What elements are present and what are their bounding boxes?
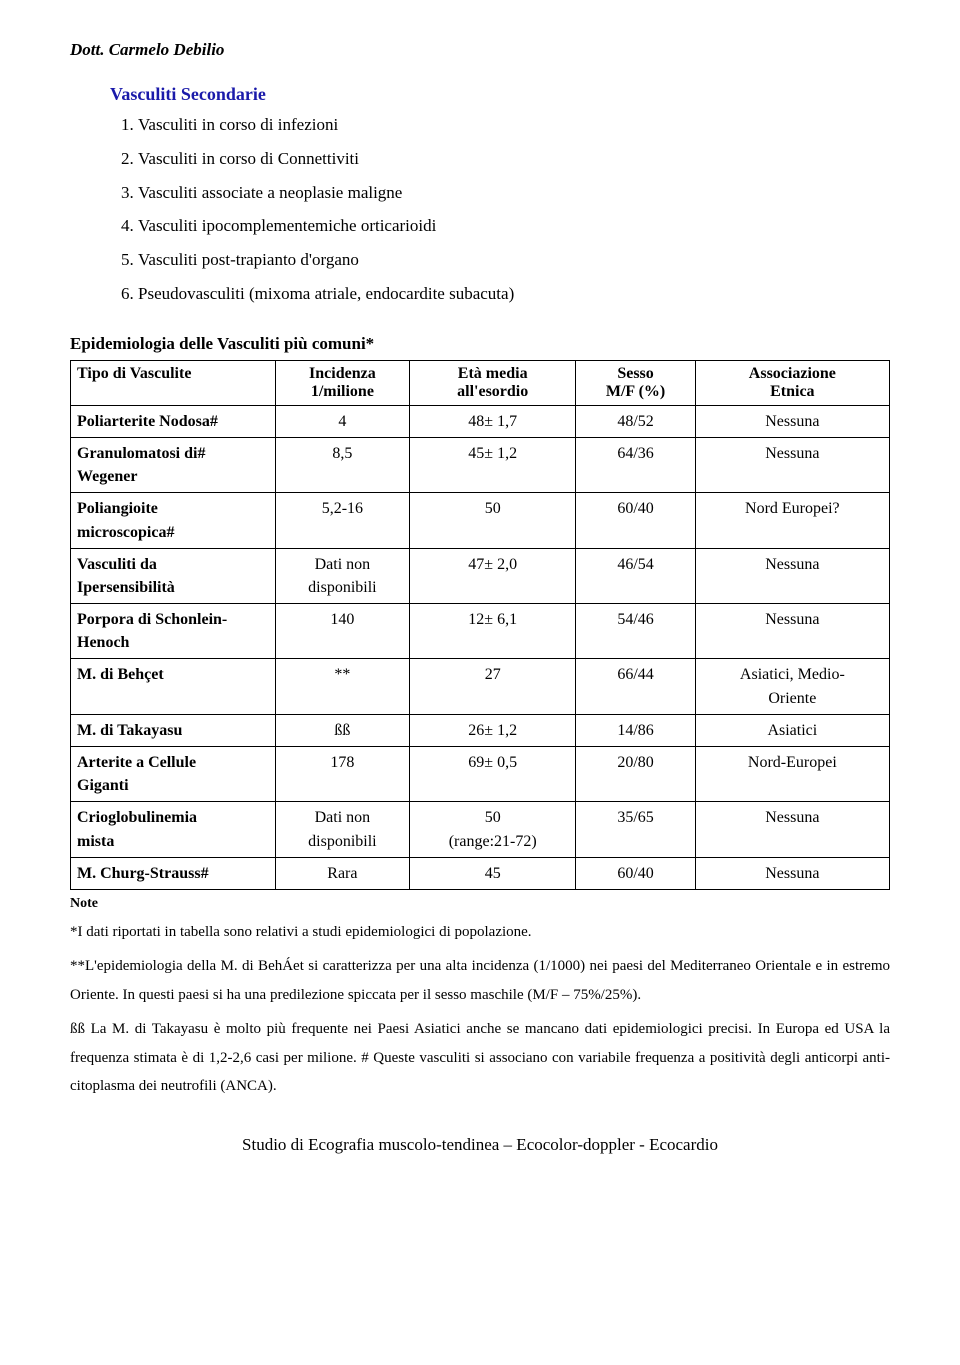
table-cell: Crioglobulinemiamista	[71, 802, 276, 857]
table-cell: 69± 0,5	[409, 747, 575, 802]
list-item: Vasculiti in corso di infezioni	[138, 113, 890, 137]
table-row: Poliangioitemicroscopica#5,2-165060/40No…	[71, 493, 890, 548]
table-cell: 47± 2,0	[409, 548, 575, 603]
table-cell: M. Churg-Strauss#	[71, 857, 276, 889]
epidemiology-table: Tipo di Vasculite Incidenza 1/milione Et…	[70, 360, 890, 890]
table-row: M. Churg-Strauss#Rara4560/40Nessuna	[71, 857, 890, 889]
table-cell: Nessuna	[695, 437, 889, 492]
table-cell: 48/52	[576, 405, 695, 437]
table-cell: 12± 6,1	[409, 604, 575, 659]
table-cell: Nord-Europei	[695, 747, 889, 802]
table-cell: 50	[409, 493, 575, 548]
table-cell: Nessuna	[695, 857, 889, 889]
table-cell: 50(range:21-72)	[409, 802, 575, 857]
header-age: Età media all'esordio	[409, 360, 575, 405]
table-cell: Nessuna	[695, 604, 889, 659]
table-cell: 140	[275, 604, 409, 659]
table-cell: 60/40	[576, 857, 695, 889]
footer-text: Studio di Ecografia muscolo-tendinea – E…	[70, 1135, 890, 1155]
table-cell: 48± 1,7	[409, 405, 575, 437]
table-cell: 8,5	[275, 437, 409, 492]
table-row: M. di Takayasußß26± 1,214/86Asiatici	[71, 714, 890, 746]
table-cell: Asiatici, Medio-Oriente	[695, 659, 889, 714]
table-cell: 35/65	[576, 802, 695, 857]
section-title: Vasculiti Secondarie	[110, 84, 890, 105]
table-cell: 45± 1,2	[409, 437, 575, 492]
header-sex: Sesso M/F (%)	[576, 360, 695, 405]
table-row: Arterite a CelluleGiganti17869± 0,520/80…	[71, 747, 890, 802]
table-cell: Asiatici	[695, 714, 889, 746]
vasculiti-list: Vasculiti in corso di infezioni Vasculiti…	[110, 113, 890, 306]
author-name: Dott. Carmelo Debilio	[70, 40, 890, 60]
table-cell: 60/40	[576, 493, 695, 548]
table-row: M. di Behçet**2766/44Asiatici, Medio-Ori…	[71, 659, 890, 714]
table-row: Porpora di Schonlein-Henoch14012± 6,154/…	[71, 604, 890, 659]
table-row: Granulomatosi di#Wegener8,545± 1,264/36N…	[71, 437, 890, 492]
table-cell: 178	[275, 747, 409, 802]
list-item: Vasculiti post-trapianto d'organo	[138, 248, 890, 272]
table-cell: M. di Takayasu	[71, 714, 276, 746]
table-cell: Nessuna	[695, 405, 889, 437]
table-cell: Poliangioitemicroscopica#	[71, 493, 276, 548]
table-cell: Arterite a CelluleGiganti	[71, 747, 276, 802]
table-cell: 54/46	[576, 604, 695, 659]
table-cell: Poliarterite Nodosa#	[71, 405, 276, 437]
table-cell: M. di Behçet	[71, 659, 276, 714]
list-item: Vasculiti ipocomplementemiche orticarioi…	[138, 214, 890, 238]
table-cell: Nessuna	[695, 548, 889, 603]
table-row: CrioglobulinemiamistaDati nondisponibili…	[71, 802, 890, 857]
note-paragraph: ßß La M. di Takayasu è molto più frequen…	[70, 1015, 890, 1101]
table-cell: 20/80	[576, 747, 695, 802]
table-cell: Granulomatosi di#Wegener	[71, 437, 276, 492]
table-cell: Porpora di Schonlein-Henoch	[71, 604, 276, 659]
table-cell: Dati nondisponibili	[275, 802, 409, 857]
table-cell: 45	[409, 857, 575, 889]
table-cell: 27	[409, 659, 575, 714]
table-title: Epidemiologia delle Vasculiti più comuni…	[70, 334, 890, 354]
table-cell: Nessuna	[695, 802, 889, 857]
notes-block: *I dati riportati in tabella sono relati…	[70, 918, 890, 1101]
header-assoc: Associazione Etnica	[695, 360, 889, 405]
table-cell: Dati nondisponibili	[275, 548, 409, 603]
note-paragraph: *I dati riportati in tabella sono relati…	[70, 918, 890, 947]
list-item: Vasculiti in corso di Connettiviti	[138, 147, 890, 171]
table-cell: **	[275, 659, 409, 714]
table-cell: 66/44	[576, 659, 695, 714]
table-cell: Vasculiti daIpersensibilità	[71, 548, 276, 603]
table-cell: 14/86	[576, 714, 695, 746]
table-row: Poliarterite Nodosa#448± 1,748/52Nessuna	[71, 405, 890, 437]
note-paragraph: **L'epidemiologia della M. di BehÁet si …	[70, 952, 890, 1009]
table-cell: 64/36	[576, 437, 695, 492]
table-cell: 26± 1,2	[409, 714, 575, 746]
table-cell: 46/54	[576, 548, 695, 603]
table-row: Vasculiti daIpersensibilitàDati nondispo…	[71, 548, 890, 603]
table-cell: ßß	[275, 714, 409, 746]
notes-label: Note	[70, 896, 890, 912]
header-incidence: Incidenza 1/milione	[275, 360, 409, 405]
table-cell: 5,2-16	[275, 493, 409, 548]
list-item: Vasculiti associate a neoplasie maligne	[138, 181, 890, 205]
table-cell: Nord Europei?	[695, 493, 889, 548]
header-type: Tipo di Vasculite	[71, 360, 276, 405]
table-cell: 4	[275, 405, 409, 437]
table-cell: Rara	[275, 857, 409, 889]
list-item: Pseudovasculiti (mixoma atriale, endocar…	[138, 282, 890, 306]
